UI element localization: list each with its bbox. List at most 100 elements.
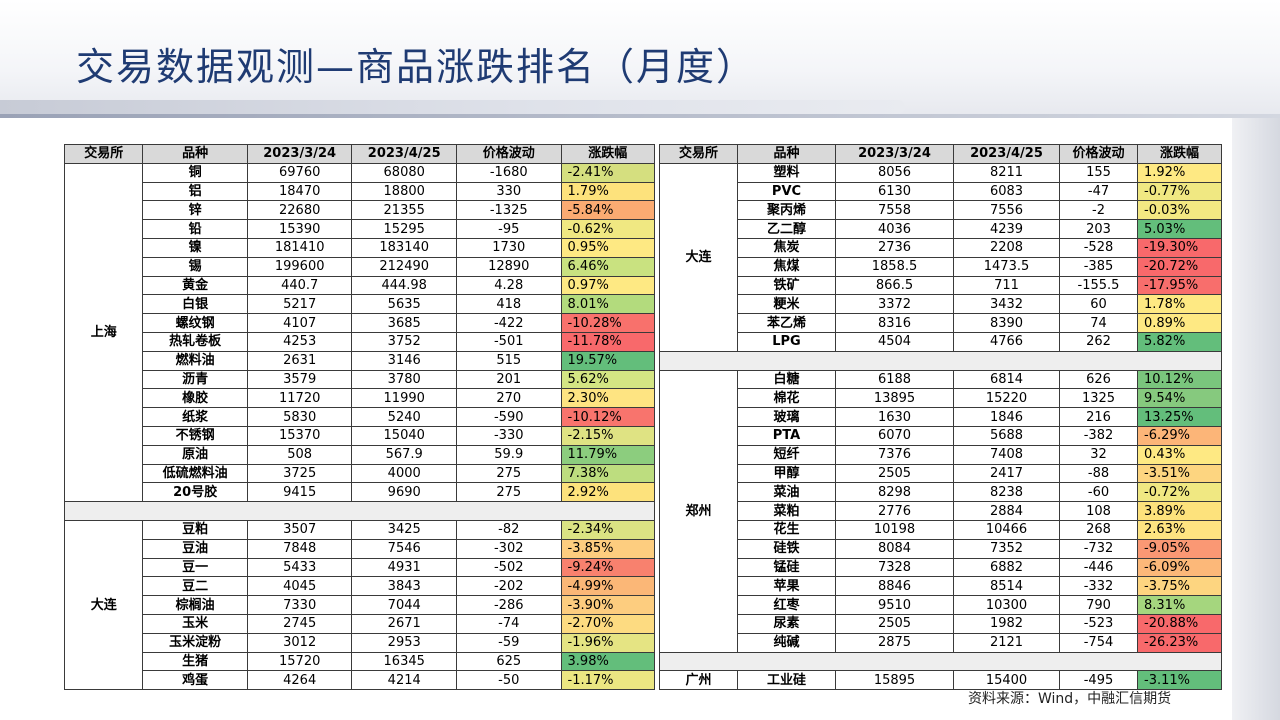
price-start-cell: 4107 <box>246 313 353 333</box>
header-date-start: 2023/3/24 <box>835 144 954 164</box>
product-cell: 苯乙烯 <box>737 313 836 333</box>
table-row: 豆油 7848 7546 -302 -3.85% <box>65 538 656 559</box>
price-change-cell: -385 <box>1059 256 1138 277</box>
product-cell: 花生 <box>737 519 836 540</box>
pct-change-cell: -1.96% <box>560 632 656 653</box>
price-end-cell: 6814 <box>953 369 1060 390</box>
product-cell: 原油 <box>142 444 248 465</box>
price-start-cell: 4264 <box>246 670 353 691</box>
price-start-cell: 508 <box>246 444 353 465</box>
left-ranking-table: 交易所 品种 2023/3/24 2023/4/25 价格波动 涨跌幅 上海铜 6… <box>63 144 656 691</box>
product-cell: 聚丙烯 <box>737 200 836 221</box>
table-row: 菜粕 2776 2884 108 3.89% <box>660 501 1222 521</box>
table-row: 菜油 8298 8238 -60 -0.72% <box>660 482 1222 503</box>
pct-change-cell: 2.30% <box>560 388 656 409</box>
price-end-cell: 21355 <box>351 200 457 221</box>
table-row: 乙二醇 4036 4239 203 5.03% <box>660 219 1222 239</box>
price-change-cell: 108 <box>1059 501 1138 521</box>
price-end-cell: 183140 <box>351 237 457 258</box>
product-cell: 玉米淀粉 <box>142 632 248 653</box>
price-end-cell: 1473.5 <box>953 256 1060 277</box>
product-cell: 甲醇 <box>737 463 836 484</box>
header-date-end: 2023/4/25 <box>953 144 1060 164</box>
price-change-cell: -286 <box>455 595 562 615</box>
price-start-cell: 3579 <box>246 369 353 390</box>
price-end-cell: 1982 <box>953 613 1060 634</box>
price-end-cell: 3843 <box>351 576 457 597</box>
product-cell: PTA <box>737 425 836 446</box>
price-change-cell: 12890 <box>455 256 562 277</box>
price-change-cell: -382 <box>1059 425 1138 446</box>
product-cell: 粳米 <box>737 294 836 315</box>
price-end-cell: 4000 <box>351 463 457 484</box>
product-cell: 乙二醇 <box>737 219 836 239</box>
product-cell: 塑料 <box>737 162 836 183</box>
price-end-cell: 3432 <box>953 294 1060 315</box>
pct-change-cell: -3.85% <box>560 538 656 559</box>
group-separator-cell <box>64 501 655 521</box>
pct-change-cell: 0.43% <box>1137 444 1222 465</box>
price-start-cell: 6130 <box>835 181 954 202</box>
product-cell: 玻璃 <box>737 407 836 427</box>
header-price-change: 价格波动 <box>1059 144 1138 164</box>
product-cell: 白糖 <box>737 369 836 390</box>
product-cell: 黄金 <box>142 275 248 296</box>
pct-change-cell: -0.03% <box>1137 200 1222 221</box>
price-change-cell: 4.28 <box>455 275 562 296</box>
pct-change-cell: -3.51% <box>1137 463 1222 484</box>
price-start-cell: 5433 <box>246 557 353 578</box>
right-decor-panel <box>1232 118 1280 720</box>
price-start-cell: 8056 <box>835 162 954 183</box>
price-end-cell: 5635 <box>351 294 457 315</box>
price-end-cell: 3752 <box>351 331 457 352</box>
product-cell: 热轧卷板 <box>142 331 248 352</box>
header-pct-change: 涨跌幅 <box>1137 144 1222 164</box>
table-row: 粳米 3372 3432 60 1.78% <box>660 294 1222 315</box>
price-start-cell: 3372 <box>835 294 954 315</box>
product-cell: 白银 <box>142 294 248 315</box>
pct-change-cell: -5.84% <box>560 200 656 221</box>
pct-change-cell: 5.03% <box>1137 219 1222 239</box>
table-row: 郑州 白糖 6188 6814 626 10.12% <box>659 369 1222 653</box>
exchange-cell: 大连 <box>659 162 738 352</box>
price-change-cell: 515 <box>455 350 562 371</box>
table-row: 鸡蛋 4264 4214 -50 -1.17% <box>65 670 656 691</box>
header-price-change: 价格波动 <box>455 144 562 164</box>
price-end-cell: 15400 <box>953 670 1060 691</box>
table-row: 锌 22680 21355 -1325 -5.84% <box>65 200 656 221</box>
product-cell: 菜油 <box>737 482 836 503</box>
pct-change-cell: -6.09% <box>1137 557 1222 578</box>
product-cell: 焦煤 <box>737 256 836 277</box>
price-end-cell: 3685 <box>351 313 457 333</box>
pct-change-cell: 5.82% <box>1137 331 1222 352</box>
pct-change-cell: -26.23% <box>1137 632 1222 653</box>
price-end-cell: 9690 <box>351 482 457 503</box>
pct-change-cell: -10.12% <box>560 407 656 427</box>
price-end-cell: 6083 <box>953 181 1060 202</box>
price-end-cell: 4766 <box>953 331 1060 352</box>
table-header-row: 交易所 品种 2023/3/24 2023/4/25 价格波动 涨跌幅 <box>63 144 656 164</box>
pct-change-cell: -0.77% <box>1137 181 1222 202</box>
price-change-cell: 268 <box>1059 519 1138 540</box>
price-change-cell: 275 <box>455 482 562 503</box>
price-end-cell: 2121 <box>953 632 1060 653</box>
header-date-end: 2023/4/25 <box>351 144 457 164</box>
product-cell: 纸浆 <box>142 407 248 427</box>
pct-change-cell: 7.38% <box>560 463 656 484</box>
pct-change-cell: 9.54% <box>1137 388 1222 409</box>
price-start-cell: 4504 <box>835 331 954 352</box>
price-end-cell: 2884 <box>953 501 1060 521</box>
price-end-cell: 10300 <box>953 595 1060 615</box>
product-cell: 低硫燃料油 <box>142 463 248 484</box>
header-underline <box>0 114 1280 118</box>
price-start-cell: 2875 <box>835 632 954 653</box>
product-cell: 生猪 <box>142 651 248 672</box>
table-row: 苯乙烯 8316 8390 74 0.89% <box>660 313 1222 333</box>
table-row: 纯碱 2875 2121 -754 -26.23% <box>660 632 1222 653</box>
group-separator-row <box>659 350 1222 371</box>
price-change-cell: 74 <box>1059 313 1138 333</box>
price-change-cell: -60 <box>1059 482 1138 503</box>
table-row: 苹果 8846 8514 -332 -3.75% <box>660 576 1222 597</box>
exchange-cell: 郑州 <box>659 369 738 653</box>
price-start-cell: 10198 <box>835 519 954 540</box>
